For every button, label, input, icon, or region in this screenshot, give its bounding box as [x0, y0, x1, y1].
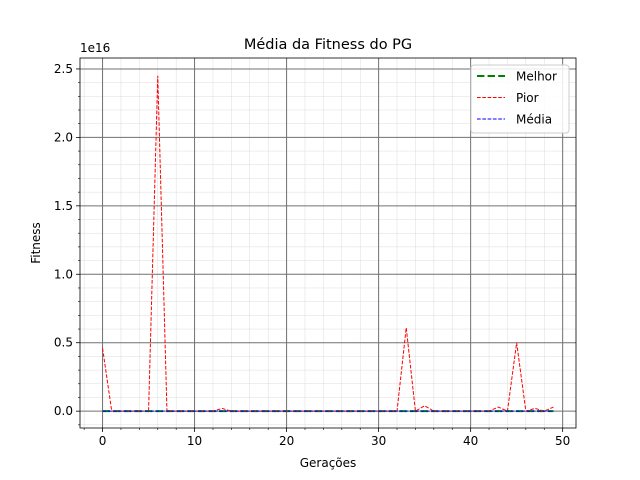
legend-box [470, 64, 570, 134]
y-tick-label: 0.5 [54, 336, 73, 350]
axis-ticks: 0 10 20 30 40 50 0.0 0.5 1.0 1.5 2.0 2.5 [54, 62, 570, 448]
y-tick-label: 2.0 [54, 130, 73, 144]
axes-frame [79, 57, 577, 429]
legend: Melhor Pior Média [470, 64, 570, 134]
x-axis-label: Gerações [300, 456, 357, 470]
chart-title: Média da Fitness do PG [244, 37, 412, 53]
x-tick-label: 0 [99, 434, 107, 448]
legend-label: Média [516, 113, 552, 127]
y-tick-label: 1.0 [54, 267, 73, 281]
legend-label: Pior [516, 91, 539, 105]
y-axis-label: Fitness [29, 222, 43, 264]
x-tick-label: 20 [279, 434, 294, 448]
major-grid [80, 58, 576, 428]
x-tick-label: 10 [187, 434, 202, 448]
legend-label: Melhor [516, 70, 557, 84]
y-tick-label: 2.5 [54, 62, 73, 76]
y-axis-offset-text: 1e16 [80, 41, 110, 55]
x-tick-label: 30 [371, 434, 386, 448]
x-tick-label: 40 [463, 434, 478, 448]
y-tick-label: 1.5 [54, 199, 73, 213]
y-tick-label: 0.0 [54, 404, 73, 418]
series-lines [102, 75, 554, 413]
x-tick-label: 50 [555, 434, 570, 448]
